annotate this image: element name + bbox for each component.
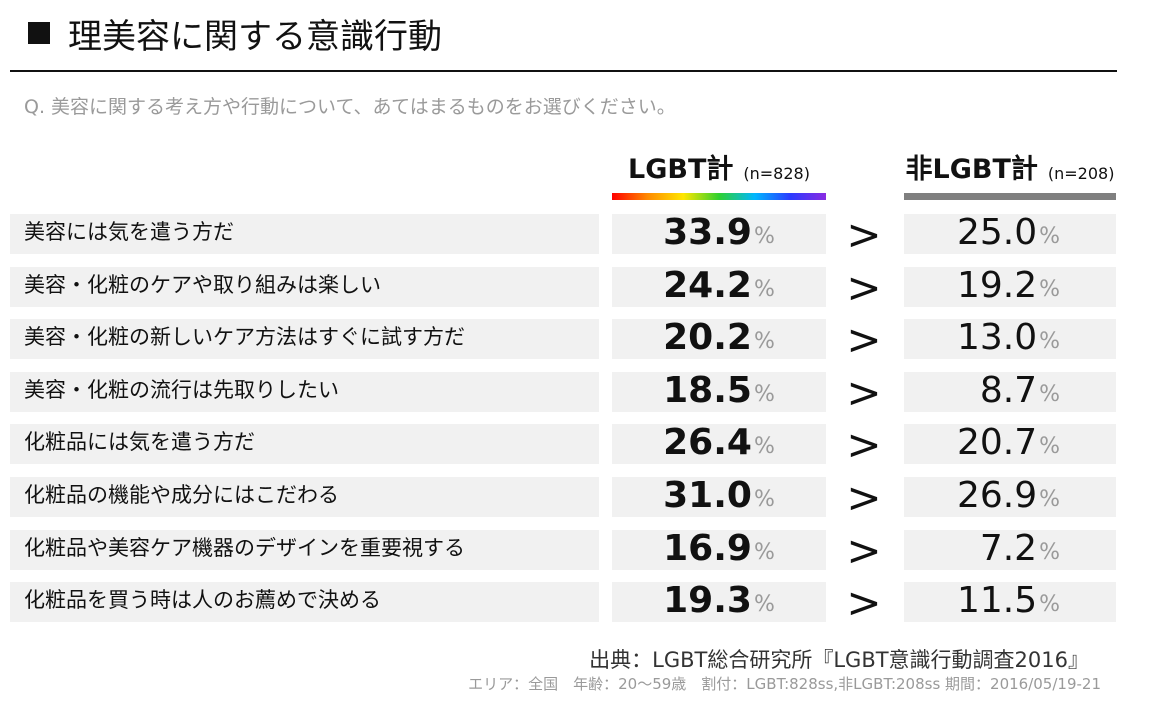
row-label: 美容・化粧のケアや取り組みは楽しい — [10, 267, 599, 307]
page-title: 理美容に関する意識行動 — [28, 8, 442, 58]
percent-sign: % — [1039, 277, 1060, 302]
lgbt-value: 20.2 — [663, 317, 752, 358]
row-label: 化粧品を買う時は人のお薦めで決める — [10, 582, 599, 622]
non-lgbt-value-cell: 8.7% — [904, 370, 1116, 412]
greater-than-symbol: > — [846, 315, 882, 364]
table-row: 美容には気を遣う方だ 33.9% >25.0% — [0, 210, 1159, 259]
non-lgbt-value: 8.7 — [979, 370, 1038, 411]
source-citation: 出典：LGBT総合研究所『LGBT意識行動調査2016』 — [589, 648, 1089, 672]
lgbt-value-cell: 24.2% — [612, 265, 826, 307]
non-lgbt-value: 26.9 — [956, 475, 1038, 516]
square-bullet-icon — [28, 22, 50, 44]
non-lgbt-value: 25.0 — [956, 212, 1038, 253]
non-lgbt-value-cell: 25.0% — [904, 212, 1116, 254]
non-lgbt-value-cell: 20.7% — [904, 422, 1116, 464]
lgbt-column-label: LGBT計 — [628, 154, 734, 185]
non-lgbt-sample-size: (n=208) — [1047, 164, 1115, 183]
percent-sign: % — [1039, 382, 1060, 407]
row-label: 美容・化粧の流行は先取りしたい — [10, 372, 599, 412]
lgbt-value: 19.3 — [663, 580, 752, 621]
non-lgbt-column-header: 非LGBT計 (n=208) — [904, 152, 1116, 186]
non-lgbt-value: 7.2 — [979, 528, 1038, 569]
non-lgbt-value: 20.7 — [956, 422, 1038, 463]
percent-sign: % — [1039, 540, 1060, 565]
non-lgbt-value-cell: 11.5% — [904, 580, 1116, 622]
lgbt-value-cell: 31.0% — [612, 475, 826, 517]
lgbt-value-cell: 20.2% — [612, 317, 826, 359]
percent-sign: % — [753, 224, 775, 249]
lgbt-rainbow-bar — [612, 193, 826, 200]
row-label: 化粧品には気を遣う方だ — [10, 424, 599, 464]
question-text: Q. 美容に関する考え方や行動について、あてはまるものをお選びください。 — [24, 96, 676, 118]
table-row: 化粧品の機能や成分にはこだわる 31.0% >26.9% — [0, 473, 1159, 522]
table-row: 美容・化粧の新しいケア方法はすぐに試す方だ 20.2% >13.0% — [0, 315, 1159, 364]
percent-sign: % — [1039, 434, 1060, 459]
percent-sign: % — [753, 434, 775, 459]
survey-footnote: エリア：全国 年齢：20～59歳 割付：LGBT:828ss,非LGBT:208… — [468, 675, 1101, 693]
lgbt-value: 16.9 — [663, 528, 752, 569]
lgbt-value-cell: 16.9% — [612, 528, 826, 570]
greater-than-symbol: > — [846, 578, 882, 627]
non-lgbt-value: 19.2 — [956, 265, 1038, 306]
non-lgbt-value: 13.0 — [956, 317, 1038, 358]
non-lgbt-value-cell: 19.2% — [904, 265, 1116, 307]
lgbt-value: 24.2 — [663, 265, 752, 306]
non-lgbt-gray-bar — [904, 193, 1116, 200]
lgbt-value-cell: 19.3% — [612, 580, 826, 622]
lgbt-value: 33.9 — [663, 212, 752, 253]
table-row: 美容・化粧の流行は先取りしたい 18.5% >8.7% — [0, 368, 1159, 417]
non-lgbt-value-cell: 13.0% — [904, 317, 1116, 359]
greater-than-symbol: > — [846, 263, 882, 312]
percent-sign: % — [753, 382, 775, 407]
lgbt-column-header: LGBT計 (n=828) — [612, 152, 826, 186]
non-lgbt-value: 11.5 — [956, 580, 1038, 621]
title-divider — [10, 70, 1117, 72]
greater-than-symbol: > — [846, 368, 882, 417]
percent-sign: % — [1039, 592, 1060, 617]
lgbt-value: 26.4 — [663, 422, 752, 463]
percent-sign: % — [753, 277, 775, 302]
row-label: 美容・化粧の新しいケア方法はすぐに試す方だ — [10, 319, 599, 359]
non-lgbt-value-cell: 7.2% — [904, 528, 1116, 570]
non-lgbt-column-label: 非LGBT計 — [905, 154, 1038, 185]
lgbt-sample-size: (n=828) — [743, 164, 810, 183]
table-row: 化粧品には気を遣う方だ 26.4% >20.7% — [0, 420, 1159, 469]
lgbt-value-cell: 26.4% — [612, 422, 826, 464]
table-row: 美容・化粧のケアや取り組みは楽しい 24.2% >19.2% — [0, 263, 1159, 312]
percent-sign: % — [753, 540, 775, 565]
table-row: 化粧品や美容ケア機器のデザインを重要視する 16.9% >7.2% — [0, 526, 1159, 575]
row-label: 美容には気を遣う方だ — [10, 214, 599, 254]
percent-sign: % — [1039, 329, 1060, 354]
lgbt-value-cell: 18.5% — [612, 370, 826, 412]
row-label: 化粧品や美容ケア機器のデザインを重要視する — [10, 530, 599, 570]
lgbt-value-cell: 33.9% — [612, 212, 826, 254]
greater-than-symbol: > — [846, 473, 882, 522]
greater-than-symbol: > — [846, 526, 882, 575]
greater-than-symbol: > — [846, 210, 882, 259]
percent-sign: % — [1039, 224, 1060, 249]
percent-sign: % — [753, 592, 775, 617]
table-row: 化粧品を買う時は人のお薦めで決める 19.3% >11.5% — [0, 578, 1159, 627]
non-lgbt-value-cell: 26.9% — [904, 475, 1116, 517]
row-label: 化粧品の機能や成分にはこだわる — [10, 477, 599, 517]
greater-than-symbol: > — [846, 420, 882, 469]
percent-sign: % — [753, 487, 775, 512]
title-text: 理美容に関する意識行動 — [68, 16, 442, 57]
lgbt-value: 31.0 — [663, 475, 752, 516]
lgbt-value: 18.5 — [663, 370, 752, 411]
percent-sign: % — [1039, 487, 1060, 512]
percent-sign: % — [753, 329, 775, 354]
